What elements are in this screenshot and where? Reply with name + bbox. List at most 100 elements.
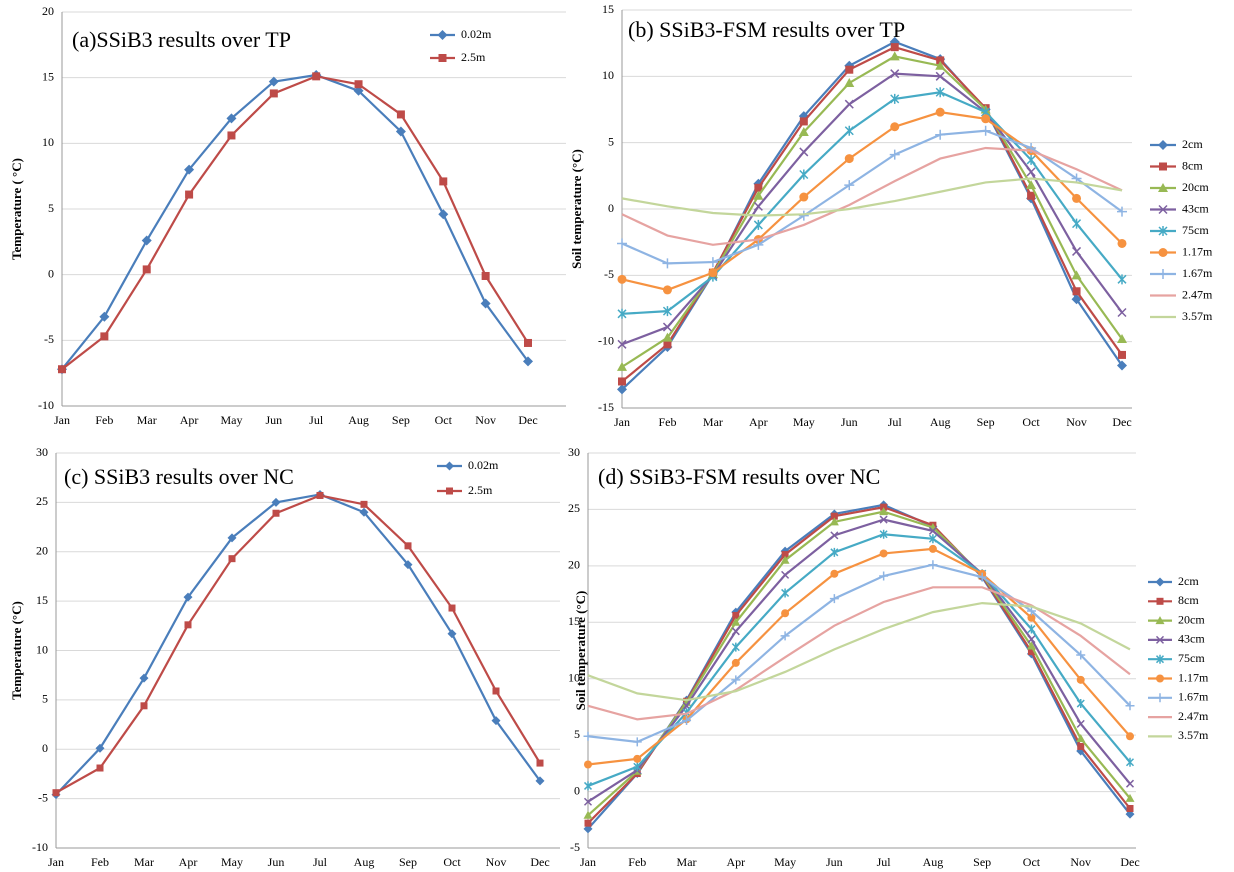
marker xyxy=(662,285,672,295)
x-tick-label: Jun xyxy=(268,855,285,869)
marker xyxy=(936,56,945,65)
marker xyxy=(618,377,626,386)
marker xyxy=(662,322,672,332)
y-tick-label: 25 xyxy=(568,501,580,515)
x-tick-label: May xyxy=(774,855,796,869)
series-line xyxy=(587,506,1131,824)
marker xyxy=(1072,193,1082,203)
y-axis-label: Temperature (°C) xyxy=(9,601,24,700)
y-tick-label: 15 xyxy=(568,614,580,628)
marker xyxy=(1072,287,1081,296)
y-tick-label: 20 xyxy=(42,4,54,18)
series-line xyxy=(587,601,1131,702)
marker xyxy=(1076,675,1085,684)
legend-label: 8cm xyxy=(1178,593,1199,607)
y-axis-label: Soil temperature (°C) xyxy=(569,149,584,269)
legend-marker xyxy=(1155,635,1165,644)
marker xyxy=(141,235,152,246)
legend-label: 20cm xyxy=(1178,612,1205,626)
series-line xyxy=(587,547,1131,766)
marker xyxy=(492,687,500,695)
marker xyxy=(140,702,148,710)
legend-marker xyxy=(1156,674,1164,683)
x-tick-label: May xyxy=(220,413,242,427)
marker xyxy=(633,762,642,772)
series-line xyxy=(621,177,1123,217)
series-line xyxy=(587,510,1131,817)
series-line xyxy=(587,533,1131,787)
y-tick-label: -5 xyxy=(604,267,614,281)
y-tick-label: 10 xyxy=(568,670,580,684)
x-tick-label: Jun xyxy=(841,415,858,429)
marker xyxy=(439,177,448,186)
x-tick-label: Oct xyxy=(1022,415,1040,429)
marker xyxy=(890,43,899,52)
marker xyxy=(226,113,237,124)
legend-label: 75cm xyxy=(1178,651,1205,665)
marker xyxy=(707,257,718,268)
marker xyxy=(58,365,66,374)
x-tick-label: Nov xyxy=(475,413,496,427)
marker xyxy=(928,544,937,553)
marker xyxy=(980,125,991,136)
x-tick-label: Oct xyxy=(1023,855,1041,869)
marker xyxy=(480,298,491,309)
panel: -10 -5 0 5 10 15 20 25 30 Jan Feb Mar Apr May Jun Jul Au… xyxy=(9,445,560,869)
legend-label: 2.5m xyxy=(468,483,493,497)
legend-label: 2.5m xyxy=(461,50,486,64)
y-tick-label: -5 xyxy=(44,332,54,346)
marker xyxy=(632,737,642,747)
legend-marker xyxy=(1158,248,1168,257)
marker xyxy=(780,555,790,564)
marker xyxy=(1026,180,1037,190)
marker xyxy=(682,715,692,725)
y-tick-label: -10 xyxy=(598,333,614,347)
marker xyxy=(732,612,740,620)
marker xyxy=(1026,167,1036,177)
marker xyxy=(799,192,809,202)
marker xyxy=(617,361,627,371)
marker xyxy=(781,551,789,559)
marker xyxy=(981,114,991,124)
marker xyxy=(227,533,237,543)
marker xyxy=(879,529,888,539)
series-line xyxy=(61,75,529,371)
legend-label: 75cm xyxy=(1182,223,1209,237)
marker xyxy=(780,631,790,641)
legend-label: 43cm xyxy=(1178,632,1205,646)
marker xyxy=(844,125,854,136)
marker xyxy=(1117,360,1127,371)
legend-marker xyxy=(1155,616,1165,625)
marker xyxy=(1026,641,1036,650)
legend-label: 2.47m xyxy=(1178,709,1209,723)
marker xyxy=(1126,732,1134,741)
marker xyxy=(662,332,673,342)
marker xyxy=(935,87,945,98)
x-tick-label: Jun xyxy=(265,413,282,427)
x-tick-label: Dec xyxy=(530,855,549,869)
legend-label: 43cm xyxy=(1182,201,1209,215)
x-tick-label: Apr xyxy=(180,413,199,427)
y-tick-label: 10 xyxy=(42,135,54,149)
x-tick-label: Nov xyxy=(1066,415,1087,429)
marker xyxy=(1076,734,1086,743)
marker xyxy=(928,560,938,570)
marker xyxy=(633,754,642,763)
marker xyxy=(731,617,741,626)
y-tick-label: 10 xyxy=(602,68,614,82)
y-tick-label: -15 xyxy=(598,400,614,414)
chart-title: (a)SSiB3 results over TP xyxy=(72,27,291,52)
marker xyxy=(96,764,104,772)
marker xyxy=(1117,206,1127,217)
marker xyxy=(617,384,627,395)
x-tick-label: Mar xyxy=(134,855,154,869)
legend-marker xyxy=(1155,577,1165,587)
x-tick-label: Jul xyxy=(888,415,903,429)
marker xyxy=(1126,805,1134,812)
y-tick-label: 5 xyxy=(574,727,580,741)
marker xyxy=(617,238,627,249)
legend-label: 1.67m xyxy=(1182,266,1213,280)
legend-label: 1.67m xyxy=(1178,690,1209,704)
legend-label: 1.17m xyxy=(1178,670,1209,684)
